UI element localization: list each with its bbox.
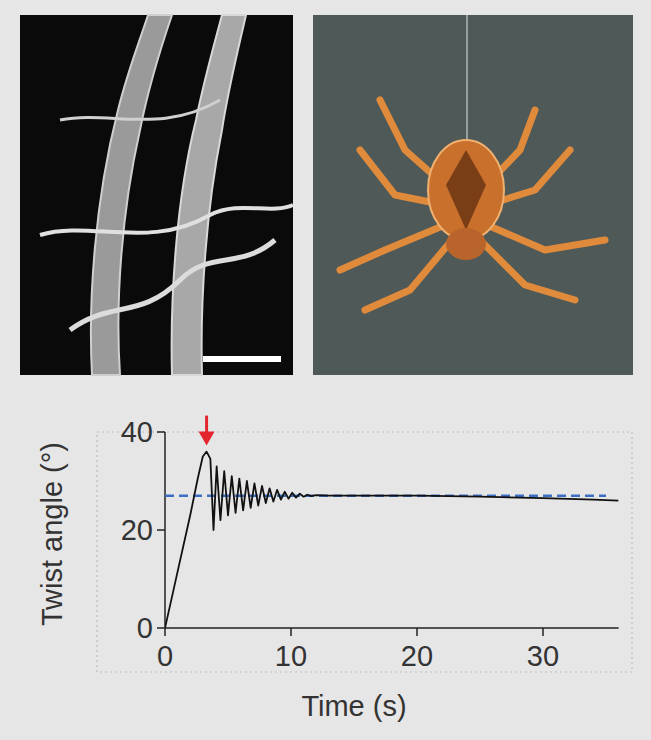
y-axis-label: Twist angle (°) xyxy=(36,442,68,626)
x-tick xyxy=(416,628,418,636)
figure: 0 20 40 0 10 20 30 Time (s) Twist angle (°) xyxy=(0,0,651,740)
fibril xyxy=(60,100,220,120)
spider-abdomen xyxy=(428,140,504,240)
sem-photo xyxy=(20,15,293,375)
spider-leg xyxy=(480,240,575,300)
fibril xyxy=(40,205,293,235)
spider-leg xyxy=(365,240,452,310)
fiber xyxy=(172,15,246,375)
spider-photo xyxy=(313,15,633,375)
spider-head xyxy=(446,228,486,260)
y-tick-label: 20 xyxy=(121,514,153,546)
spider-pattern xyxy=(446,150,486,230)
panel-frame xyxy=(97,432,632,672)
y-tick-label: 40 xyxy=(121,416,153,448)
spider-leg xyxy=(487,225,605,250)
x-tick-label: 20 xyxy=(401,640,433,672)
thread xyxy=(466,15,467,140)
x-tick xyxy=(290,628,292,636)
x-tick xyxy=(164,628,166,636)
y-tick xyxy=(157,529,165,531)
x-tick xyxy=(542,628,544,636)
y-tick xyxy=(157,627,165,629)
y-tick xyxy=(157,431,165,433)
fibril xyxy=(70,240,275,330)
peak-arrow-head xyxy=(199,432,215,446)
plot-area xyxy=(165,452,619,628)
data-line xyxy=(165,452,619,628)
x-tick-label: 10 xyxy=(275,640,307,672)
scale-bar xyxy=(203,356,281,362)
y-tick-label: 0 xyxy=(137,612,153,644)
x-tick-label: 0 xyxy=(157,640,173,672)
x-axis-label: Time (s) xyxy=(301,690,406,722)
fiber xyxy=(91,15,172,375)
photo-background xyxy=(313,15,633,375)
sem-background xyxy=(20,15,293,375)
x-tick-label: 30 xyxy=(527,640,559,672)
x-axis xyxy=(165,627,619,629)
